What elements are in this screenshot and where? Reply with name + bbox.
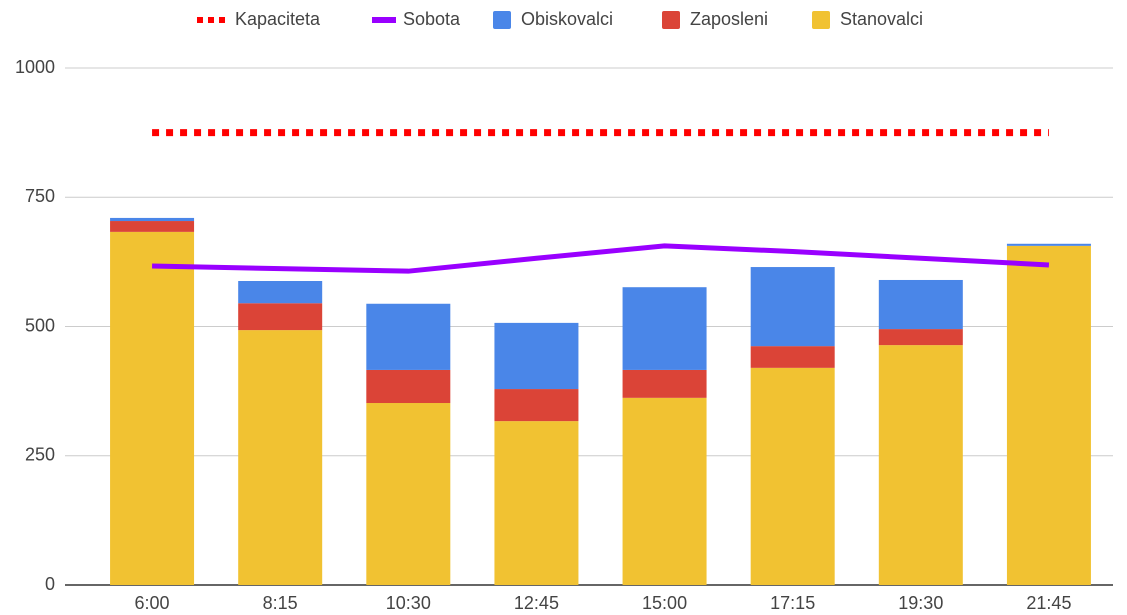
legend-marker — [493, 11, 511, 29]
bar-segment — [1006, 243, 1091, 246]
bar-segment — [110, 217, 195, 222]
bar-segment — [622, 397, 707, 585]
x-tick-label: 15:00 — [642, 593, 687, 613]
line-series — [152, 243, 1050, 274]
legend-label: Sobota — [403, 9, 461, 29]
bar-segment — [622, 287, 707, 370]
bar-segment — [878, 329, 963, 346]
bar-segment — [238, 303, 323, 331]
y-tick-label: 750 — [25, 186, 55, 206]
legend-marker — [812, 11, 830, 29]
legend-marker — [662, 11, 680, 29]
bar-segment — [110, 231, 195, 586]
bar-segment — [494, 322, 579, 390]
x-tick-label: 19:30 — [898, 593, 943, 613]
x-tick-label: 17:15 — [770, 593, 815, 613]
y-tick-label: 250 — [25, 445, 55, 465]
legend-label: Obiskovalci — [521, 9, 613, 29]
bar-segment — [366, 403, 451, 585]
bar-segment — [494, 421, 579, 585]
legend-label: Stanovalci — [840, 9, 923, 29]
bar-segment — [750, 346, 835, 368]
bar-segment — [1006, 245, 1091, 585]
y-tick-label: 1000 — [15, 57, 55, 77]
bar-segment — [750, 367, 835, 585]
bar-segment — [110, 221, 195, 232]
bar-segment — [494, 389, 579, 422]
bar-segment — [878, 279, 963, 330]
bar-segment — [622, 369, 707, 398]
x-tick-label: 21:45 — [1026, 593, 1071, 613]
y-tick-label: 500 — [25, 315, 55, 335]
legend-label: Zaposleni — [690, 9, 768, 29]
bar-segment — [238, 330, 323, 585]
x-tick-label: 8:15 — [263, 593, 298, 613]
bar-segment — [878, 345, 963, 585]
bar-segment — [366, 303, 451, 370]
bar-segment — [238, 281, 323, 304]
x-tick-label: 6:00 — [135, 593, 170, 613]
x-tick-label: 12:45 — [514, 593, 559, 613]
bar-segment — [366, 369, 451, 404]
legend-label: Kapaciteta — [235, 9, 321, 29]
y-tick-label: 0 — [45, 574, 55, 594]
x-tick-label: 10:30 — [386, 593, 431, 613]
bar-segment — [750, 267, 835, 347]
